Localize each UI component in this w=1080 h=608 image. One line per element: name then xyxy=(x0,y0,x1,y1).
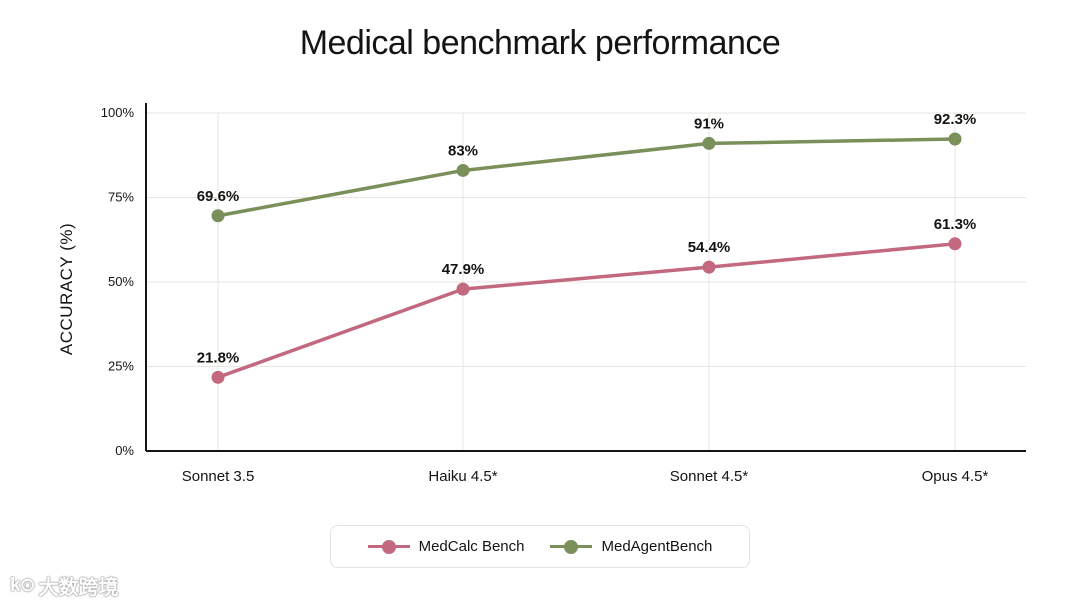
y-tick-label: 50% xyxy=(108,274,134,289)
y-tick-label: 100% xyxy=(101,105,135,120)
data-point xyxy=(456,282,470,296)
legend-swatch xyxy=(550,539,593,554)
x-tick-label: Opus 4.5* xyxy=(922,468,989,485)
data-point xyxy=(702,136,716,150)
x-tick-label: Haiku 4.5* xyxy=(428,468,497,485)
data-label: 91% xyxy=(694,115,724,132)
watermark-logo: k⊙ xyxy=(10,575,35,596)
legend: MedCalc Bench MedAgentBench xyxy=(330,525,750,568)
legend-item: MedAgentBench xyxy=(550,538,712,555)
data-label: 92.3% xyxy=(934,111,977,128)
data-label: 21.8% xyxy=(197,349,240,366)
series-line-1 xyxy=(217,242,956,379)
tick-labels: 0% 25% 50% 75% 100% Sonnet 3.5 Haiku 4.5* Sonne… xyxy=(101,105,989,485)
y-tick-label: 25% xyxy=(108,359,134,374)
series xyxy=(211,132,962,384)
series-line-2 xyxy=(217,137,956,218)
data-point xyxy=(456,163,470,177)
axes xyxy=(145,103,1026,452)
data-point xyxy=(948,237,962,251)
data-label: 54.4% xyxy=(688,239,731,256)
data-point xyxy=(211,209,225,223)
data-point xyxy=(702,260,716,274)
legend-marker xyxy=(564,539,579,554)
watermark: k⊙ 大数跨境 xyxy=(10,571,119,600)
x-tick-label: Sonnet 4.5* xyxy=(670,468,749,485)
legend-swatch xyxy=(367,539,410,554)
data-point xyxy=(948,132,962,146)
legend-marker xyxy=(381,539,396,554)
x-tick-label: Sonnet 3.5 xyxy=(182,468,255,485)
data-label: 47.9% xyxy=(442,261,485,278)
legend-item: MedCalc Bench xyxy=(367,538,525,555)
legend-label: MedCalc Bench xyxy=(418,538,525,555)
y-tick-label: 75% xyxy=(108,190,134,205)
y-axis-title: ACCURACY (%) xyxy=(57,223,76,355)
y-tick-label: 0% xyxy=(115,443,134,458)
gridlines xyxy=(146,112,1026,451)
chart-title: Medical benchmark performance xyxy=(299,24,781,62)
watermark-text: 大数跨境 xyxy=(38,577,119,599)
data-point xyxy=(211,370,225,384)
data-labels: 21.8% 47.9% 54.4% 61.3% 69.6% 83% 91% 92.3% xyxy=(197,111,977,366)
data-label: 61.3% xyxy=(934,216,977,233)
legend-label: MedAgentBench xyxy=(601,538,713,555)
data-label: 69.6% xyxy=(197,188,240,205)
data-label: 83% xyxy=(448,142,478,159)
